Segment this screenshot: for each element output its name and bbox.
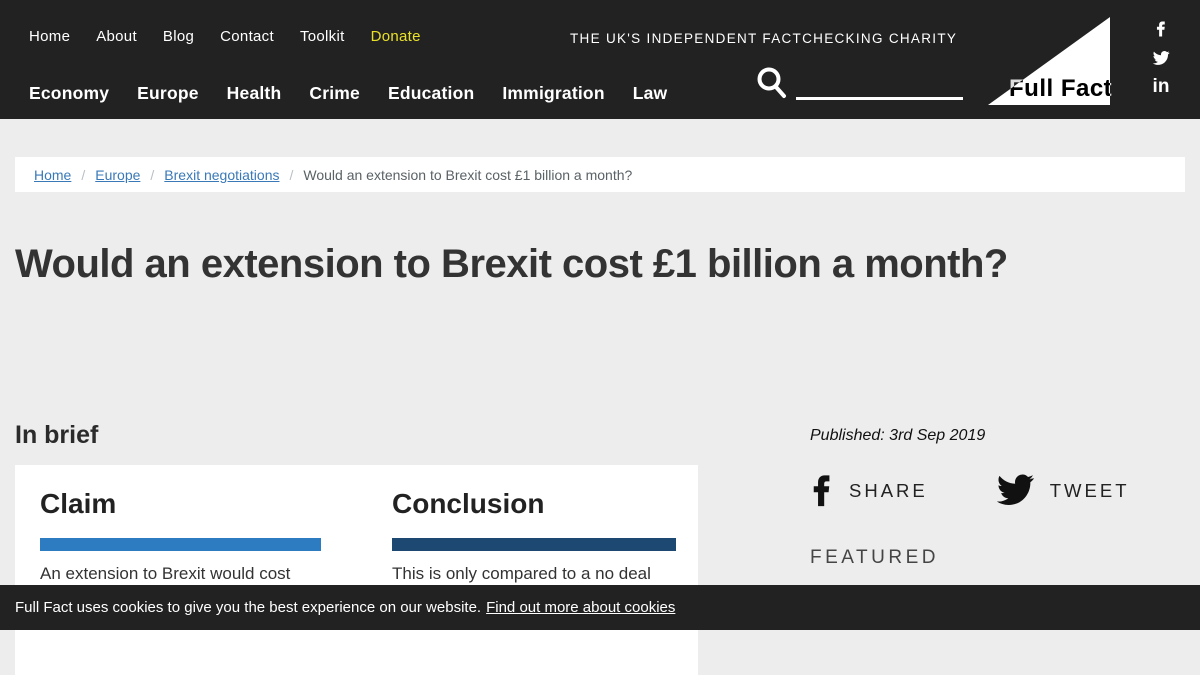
topic-education[interactable]: Education <box>387 83 475 103</box>
full-fact-logo[interactable]: Full Fact <box>988 17 1113 105</box>
breadcrumb-separator: / <box>81 166 86 183</box>
nav-home[interactable]: Home <box>29 28 71 45</box>
nav-blog[interactable]: Blog <box>162 28 195 45</box>
conclusion-column: Conclusion This is only compared to a no… <box>392 465 676 586</box>
facebook-share-icon <box>813 475 830 507</box>
site-tagline: THE UK'S INDEPENDENT FACTCHECKING CHARIT… <box>570 31 958 46</box>
topic-crime[interactable]: Crime <box>309 83 360 103</box>
breadcrumb-link-brexit-negotiations[interactable]: Brexit negotiations <box>164 166 280 183</box>
site-header: Home About Blog Contact Toolkit Donate T… <box>0 0 1200 119</box>
share-row: SHARE TWEET <box>812 472 1130 509</box>
breadcrumb-separator: / <box>289 166 294 183</box>
tweet-button[interactable]: TWEET <box>995 474 1130 507</box>
in-brief-heading: In brief <box>15 421 99 449</box>
claim-text: An extension to Brexit would cost <box>40 564 291 583</box>
conclusion-accent-bar <box>392 538 676 551</box>
cookie-info-link[interactable]: Find out more about cookies <box>486 599 676 616</box>
topic-europe[interactable]: Europe <box>137 83 199 103</box>
featured-heading: FEATURED <box>810 547 939 568</box>
nav-donate[interactable]: Donate <box>370 28 421 45</box>
breadcrumb-separator: / <box>150 166 155 183</box>
twitter-tweet-icon <box>996 474 1034 506</box>
claim-heading: Claim <box>40 488 117 519</box>
claim-accent-bar <box>40 538 321 551</box>
claim-column: Claim An extension to Brexit would cost <box>40 465 324 586</box>
published-date: Published: 3rd Sep 2019 <box>810 427 986 444</box>
topic-economy[interactable]: Economy <box>29 83 110 103</box>
nav-about[interactable]: About <box>96 28 137 45</box>
search-area <box>756 66 963 100</box>
search-icon[interactable] <box>756 66 788 100</box>
page-title: Would an extension to Brexit cost £1 bil… <box>15 242 1008 286</box>
topic-health[interactable]: Health <box>226 83 282 103</box>
topic-law[interactable]: Law <box>632 83 668 103</box>
conclusion-heading: Conclusion <box>392 488 545 519</box>
facebook-icon[interactable] <box>1152 20 1170 38</box>
breadcrumb: Home / Europe / Brexit negotiations / Wo… <box>15 157 1185 192</box>
breadcrumb-link-home[interactable]: Home <box>34 166 72 183</box>
cookie-banner: Full Fact uses cookies to give you the b… <box>0 585 1200 630</box>
topic-immigration[interactable]: Immigration <box>502 83 605 103</box>
cookie-banner-text: Full Fact uses cookies to give you the b… <box>15 599 482 616</box>
share-label: SHARE <box>849 479 928 501</box>
twitter-icon[interactable] <box>1152 49 1170 67</box>
nav-contact[interactable]: Contact <box>220 28 274 45</box>
claim-conclusion-card: Claim An extension to Brexit would cost … <box>15 465 698 675</box>
logo-wordmark: Full Fact <box>1009 75 1113 102</box>
linkedin-icon[interactable]: in <box>1152 76 1170 97</box>
header-social-links: in <box>1148 20 1174 96</box>
conclusion-text: This is only compared to a no deal <box>392 564 651 583</box>
nav-toolkit[interactable]: Toolkit <box>299 28 345 45</box>
share-button[interactable]: SHARE <box>812 472 928 509</box>
breadcrumb-link-europe[interactable]: Europe <box>95 166 141 183</box>
tweet-label: TWEET <box>1049 479 1130 501</box>
search-input[interactable] <box>796 70 963 100</box>
topic-nav: Economy Europe Health Crime Education Im… <box>29 83 667 104</box>
breadcrumb-current-page: Would an extension to Brexit cost £1 bil… <box>303 166 633 183</box>
utility-nav: Home About Blog Contact Toolkit Donate <box>29 28 421 45</box>
